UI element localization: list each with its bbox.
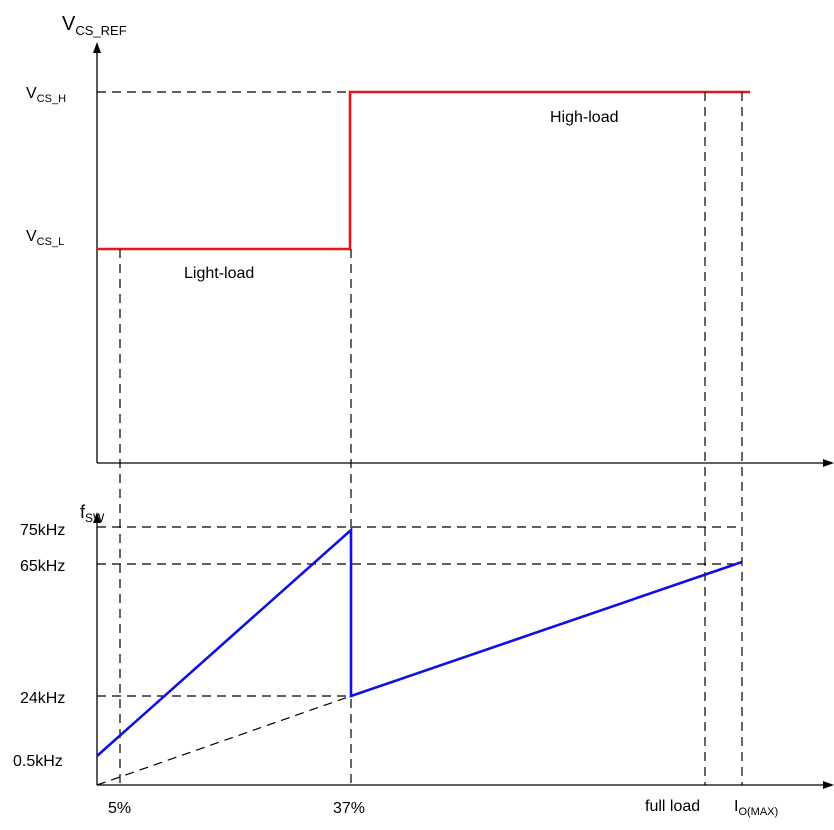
x-tick-full-load: full load (645, 798, 700, 815)
x-axis-labels: 5% 37% full load IO(MAX) (108, 798, 778, 818)
bottom-y-axis-arrow (93, 512, 101, 523)
level-label-cs-h-sub: CS_H (37, 93, 66, 105)
fsw-trace (96, 527, 743, 757)
level-label-cs-h-main: V (26, 85, 37, 102)
vcs-ref-trace (97, 90, 750, 251)
top-x-axis-arrow (823, 459, 834, 467)
region-label-light-load: Light-load (184, 265, 254, 282)
region-label-high-load: High-load (550, 109, 618, 126)
x-tick-5-percent: 5% (108, 800, 131, 817)
top-y-axis-label-main: V (62, 13, 76, 35)
level-label-cs-h: VCS_H (26, 85, 66, 105)
x-tick-37-percent: 37% (333, 800, 365, 817)
guide-extrapolation (96, 695, 352, 786)
x-tick-io-max-sub: O(MAX) (738, 806, 778, 818)
top-y-axis-arrow (93, 42, 101, 53)
bottom-x-axis-arrow (823, 781, 834, 789)
y-tick-0-5khz: 0.5kHz (13, 753, 63, 770)
level-label-cs-l-main: V (26, 228, 37, 245)
level-label-cs-l-sub: CS_L (37, 236, 65, 248)
y-tick-24khz: 24kHz (20, 690, 65, 707)
y-tick-75khz: 75kHz (20, 522, 65, 539)
bottom-y-axis-label-main: f (80, 502, 86, 522)
x-tick-io-max: IO(MAX) (734, 798, 778, 818)
y-tick-65khz: 65kHz (20, 558, 65, 575)
x-tick-io-max-main: I (734, 798, 738, 815)
vertical-guides (119, 92, 743, 785)
bottom-y-axis-label-sub: SW (85, 511, 105, 525)
level-label-cs-l: VCS_L (26, 228, 64, 248)
top-y-axis-label: VCS_REF (62, 13, 127, 38)
bottom-y-axis-label: fSW (80, 502, 105, 525)
top-y-axis-label-sub: CS_REF (75, 23, 126, 38)
top-plot: VCS_REF VCS_H VCS_L High-load Light-load (26, 13, 834, 467)
bottom-plot: fSW 75kHz 65kHz 24kHz 0.5kHz (13, 502, 834, 789)
